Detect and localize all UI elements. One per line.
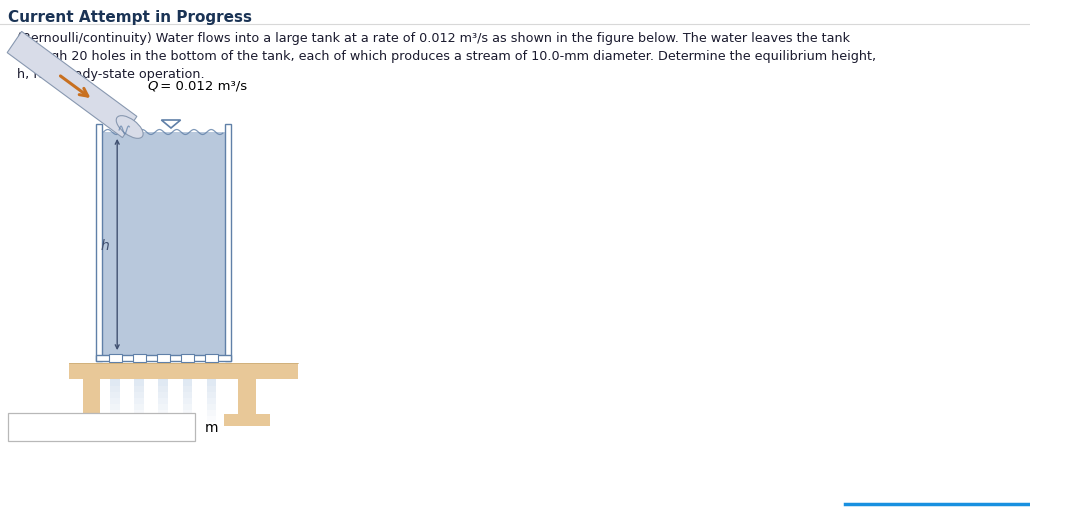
Bar [207,404,217,410]
Bar [159,404,168,410]
Bar [182,380,192,386]
Text: m: m [205,420,218,434]
Bar [159,392,168,398]
Bar [182,374,192,380]
Bar [207,380,217,386]
Bar [102,133,225,355]
Bar [207,362,217,369]
Polygon shape [8,33,137,138]
Bar [134,392,144,398]
Bar [110,410,120,416]
Bar [108,354,122,362]
Bar [133,354,146,362]
Text: through 20 holes in the bottom of the tank, each of which produces a stream of 1: through 20 holes in the bottom of the ta… [17,50,877,63]
Bar [110,362,120,369]
Bar [207,369,217,374]
Text: (Bernoulli/continuity) Water flows into a large tank at a rate of 0.012 m³/s as : (Bernoulli/continuity) Water flows into … [17,32,850,45]
Text: h, for steady-state operation.: h, for steady-state operation. [17,68,205,81]
Bar [182,362,192,369]
Bar [134,374,144,380]
Bar [159,374,168,380]
Bar [207,392,217,398]
Bar [110,374,120,380]
Bar [207,374,217,380]
Bar [182,410,192,416]
Bar [224,414,270,426]
Bar [110,369,120,374]
Bar [159,410,168,416]
Bar [182,392,192,398]
Bar [96,355,230,361]
Bar [182,386,192,392]
Bar [225,125,230,361]
Bar [110,404,120,410]
Bar [134,380,144,386]
Bar [8,413,195,441]
Bar [157,354,170,362]
Bar [96,125,102,361]
Bar [159,398,168,404]
Bar [182,416,192,422]
Bar [134,410,144,416]
Bar [159,369,168,374]
Bar [180,354,194,362]
Bar [134,362,144,369]
Bar [110,398,120,404]
Text: h: h [101,238,109,252]
Ellipse shape [116,117,144,139]
Bar [159,380,168,386]
Bar [110,380,120,386]
Bar [159,362,168,369]
Bar [205,354,218,362]
Bar [134,404,144,410]
Bar [159,386,168,392]
Bar [134,398,144,404]
Bar [69,414,115,426]
Bar [134,386,144,392]
Text: Current Attempt in Progress: Current Attempt in Progress [8,10,252,25]
Bar [207,410,217,416]
Bar [207,416,217,422]
Bar [134,369,144,374]
Bar [159,416,168,422]
Bar [182,398,192,404]
Bar [70,363,298,379]
Bar [207,386,217,392]
Bar [238,379,255,414]
Bar [83,379,100,414]
Bar [134,416,144,422]
Bar [110,392,120,398]
Text: Q: Q [147,79,158,92]
Bar [110,386,120,392]
Bar [110,416,120,422]
Bar [182,369,192,374]
Bar [207,398,217,404]
Bar [182,404,192,410]
Text: = 0.012 m³/s: = 0.012 m³/s [155,79,247,92]
